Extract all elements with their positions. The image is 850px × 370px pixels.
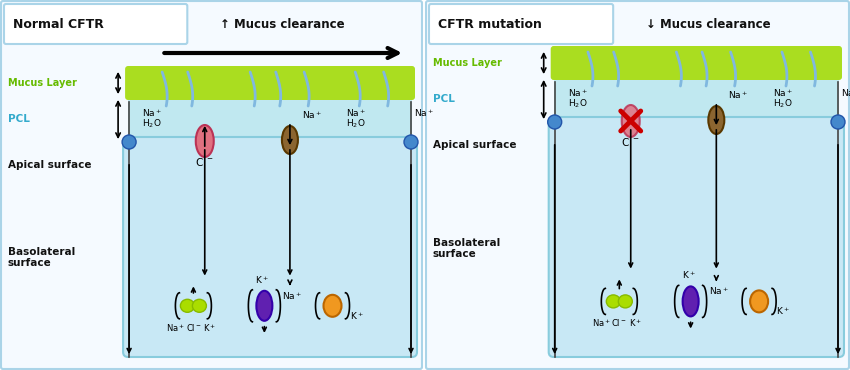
Text: Na$^+$: Na$^+$ — [841, 87, 850, 99]
Text: Na$^+$: Na$^+$ — [302, 109, 322, 121]
Text: H$_2$O: H$_2$O — [568, 98, 587, 111]
Text: Na$^+$: Na$^+$ — [166, 322, 185, 333]
Ellipse shape — [122, 135, 136, 149]
Ellipse shape — [831, 115, 845, 129]
FancyBboxPatch shape — [429, 4, 613, 44]
Ellipse shape — [257, 291, 272, 321]
Ellipse shape — [196, 125, 213, 157]
Text: Na$^+$: Na$^+$ — [568, 87, 588, 99]
FancyBboxPatch shape — [125, 66, 415, 100]
Text: K$^+$: K$^+$ — [349, 310, 363, 322]
Text: Na$^+$: Na$^+$ — [414, 107, 434, 119]
Text: H$_2$O: H$_2$O — [142, 118, 162, 131]
Bar — [128, 97, 412, 142]
Ellipse shape — [324, 295, 342, 317]
FancyBboxPatch shape — [4, 4, 187, 44]
Text: Cl$^-$: Cl$^-$ — [196, 156, 214, 168]
Ellipse shape — [750, 290, 768, 312]
Text: K$^+$: K$^+$ — [203, 322, 216, 333]
Text: Na$^+$: Na$^+$ — [728, 89, 749, 101]
Text: K$^+$: K$^+$ — [629, 317, 642, 329]
Text: Apical surface: Apical surface — [8, 160, 92, 170]
Text: H$_2$O: H$_2$O — [773, 98, 792, 111]
FancyBboxPatch shape — [123, 137, 417, 357]
Ellipse shape — [180, 299, 195, 312]
Ellipse shape — [618, 295, 632, 308]
Text: Cl$^-$: Cl$^-$ — [621, 136, 640, 148]
Ellipse shape — [606, 295, 620, 308]
Text: Mucus Layer: Mucus Layer — [433, 58, 502, 68]
Text: Cl$^-$: Cl$^-$ — [185, 322, 201, 333]
FancyBboxPatch shape — [426, 1, 849, 369]
Text: Normal CFTR: Normal CFTR — [13, 17, 104, 30]
FancyBboxPatch shape — [1, 1, 422, 369]
Text: K$^+$: K$^+$ — [682, 270, 695, 282]
Text: Cl$^-$: Cl$^-$ — [611, 317, 627, 329]
Ellipse shape — [282, 126, 297, 154]
Text: K$^+$: K$^+$ — [256, 274, 269, 286]
Ellipse shape — [404, 135, 418, 149]
Ellipse shape — [621, 105, 640, 137]
Ellipse shape — [192, 299, 207, 312]
Text: Na$^+$: Na$^+$ — [142, 107, 162, 119]
Text: Na$^+$: Na$^+$ — [282, 290, 303, 302]
Bar — [553, 77, 839, 122]
Text: Basolateral
surface: Basolateral surface — [8, 247, 76, 268]
Text: PCL: PCL — [433, 94, 455, 104]
Text: H$_2$O: H$_2$O — [346, 118, 366, 131]
Text: ↑ Mucus clearance: ↑ Mucus clearance — [220, 17, 344, 30]
Text: K$^+$: K$^+$ — [776, 306, 790, 317]
Text: CFTR mutation: CFTR mutation — [438, 17, 542, 30]
FancyBboxPatch shape — [549, 117, 844, 357]
Ellipse shape — [708, 106, 724, 134]
Text: Na$^+$: Na$^+$ — [773, 87, 793, 99]
Text: Na$^+$: Na$^+$ — [592, 317, 611, 329]
Text: ↓ Mucus clearance: ↓ Mucus clearance — [646, 17, 770, 30]
Text: Basolateral
surface: Basolateral surface — [433, 238, 501, 259]
FancyBboxPatch shape — [551, 46, 842, 80]
Text: Mucus Layer: Mucus Layer — [8, 78, 77, 88]
Ellipse shape — [683, 286, 699, 316]
Text: PCL: PCL — [8, 114, 30, 124]
Text: Na$^+$: Na$^+$ — [346, 107, 366, 119]
Text: Na$^+$: Na$^+$ — [709, 286, 728, 297]
Ellipse shape — [547, 115, 562, 129]
Text: Apical surface: Apical surface — [433, 140, 517, 150]
